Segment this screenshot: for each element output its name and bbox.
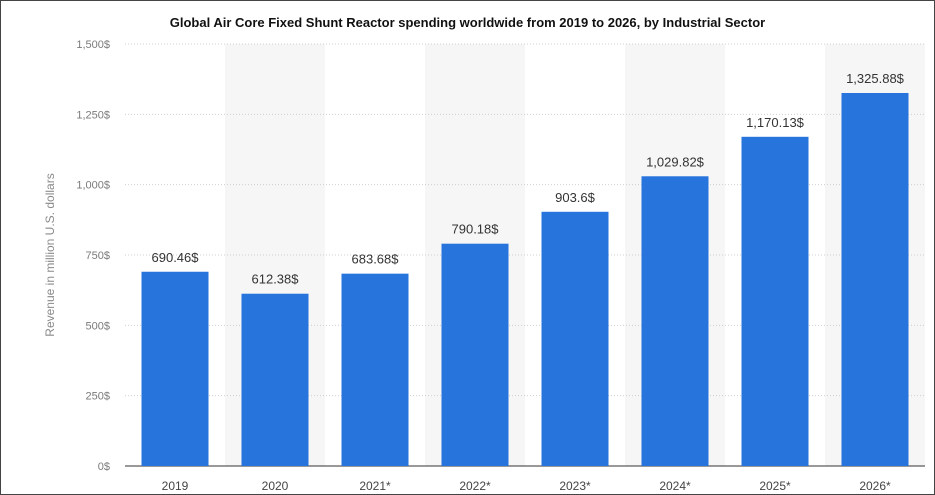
x-tick-label: 2019 <box>162 479 189 493</box>
bar <box>541 211 609 466</box>
y-tick-label: 1,500$ <box>76 39 110 51</box>
chart-title: Global Air Core Fixed Shunt Reactor spen… <box>169 15 766 30</box>
bar <box>741 136 809 467</box>
bar <box>641 176 709 466</box>
data-label: 690.46$ <box>152 250 200 265</box>
x-tick-label: 2022* <box>459 479 491 493</box>
x-tick-label: 2020 <box>262 479 289 493</box>
y-tick-label: 1,000$ <box>76 180 110 192</box>
x-tick-label: 2026* <box>859 479 891 493</box>
x-tick-label: 2023* <box>559 479 591 493</box>
bar <box>441 243 509 466</box>
y-tick-label: 500$ <box>86 320 110 332</box>
data-label: 903.6$ <box>555 190 596 205</box>
bar <box>141 271 209 466</box>
data-label: 612.38$ <box>252 272 300 287</box>
data-label: 1,325.88$ <box>846 71 905 86</box>
bar <box>341 273 409 466</box>
x-tick-label: 2024* <box>659 479 691 493</box>
y-tick-label: 250$ <box>86 391 110 403</box>
bar <box>241 293 309 466</box>
data-label: 1,029.82$ <box>646 154 705 169</box>
bar <box>841 92 909 466</box>
data-label: 683.68$ <box>352 252 400 267</box>
y-tick-label: 750$ <box>86 250 110 262</box>
data-label: 1,170.13$ <box>746 115 805 130</box>
data-label: 790.18$ <box>452 222 500 237</box>
y-tick-label: 0$ <box>98 461 110 473</box>
y-tick-label: 1,250$ <box>76 109 110 121</box>
x-tick-label: 2025* <box>759 479 791 493</box>
x-tick-label: 2021* <box>359 479 391 493</box>
